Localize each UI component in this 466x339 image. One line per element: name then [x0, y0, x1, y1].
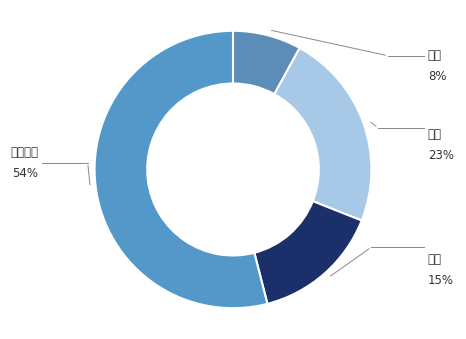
Text: 8%: 8%: [428, 70, 446, 83]
Wedge shape: [233, 31, 300, 94]
Text: 观点不明: 观点不明: [10, 146, 38, 159]
Text: 看涨: 看涨: [428, 49, 442, 62]
Wedge shape: [95, 31, 267, 308]
Wedge shape: [254, 201, 362, 304]
Text: 15%: 15%: [428, 274, 454, 287]
Text: 23%: 23%: [428, 149, 454, 162]
Text: 看跌: 看跌: [428, 128, 442, 141]
Wedge shape: [274, 48, 371, 221]
Text: 54%: 54%: [12, 167, 38, 180]
Text: 震荡: 震荡: [428, 253, 442, 266]
